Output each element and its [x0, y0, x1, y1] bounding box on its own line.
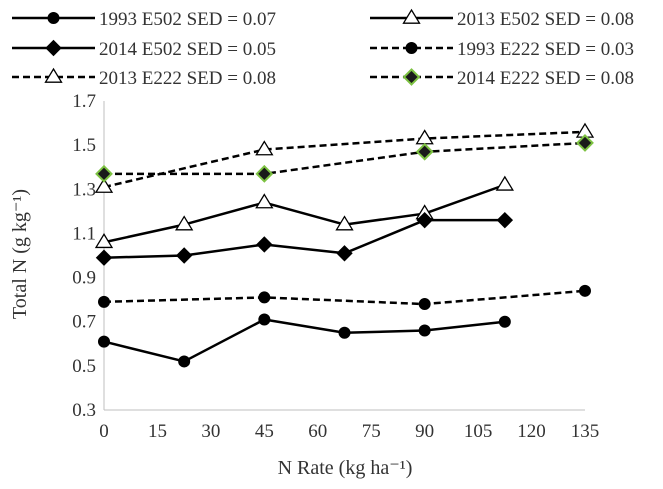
legend-label: 2013 E222 SED = 0.08 [99, 68, 276, 89]
data-point-series-1 [98, 335, 110, 348]
series-line-2 [103, 183, 506, 244]
x-tick-label: 105 [464, 421, 493, 442]
series-line-6 [104, 141, 586, 176]
plot-markers [94, 122, 595, 368]
y-tick-label: 0.9 [72, 268, 96, 289]
data-point-series-6 [415, 142, 434, 161]
plot-lines [103, 130, 586, 363]
legend-marker [44, 67, 63, 83]
legend-label: 2013 E502 SED = 0.08 [457, 9, 634, 30]
data-point-series-4 [258, 291, 271, 304]
y-tick-label: 1.7 [72, 91, 96, 112]
series-line-4 [103, 289, 586, 306]
data-point-series-5 [255, 140, 274, 156]
legend-marker [47, 12, 60, 24]
data-point-series-2 [495, 175, 514, 191]
y-tick-label: 1.1 [72, 223, 96, 244]
x-tick-label: 90 [415, 421, 434, 442]
data-point-series-6 [255, 164, 274, 183]
x-tick-label: 45 [255, 421, 274, 442]
x-axis-title: N Rate (kg ha⁻¹) [278, 457, 413, 479]
legend-label: 2014 E222 SED = 0.08 [457, 68, 634, 89]
y-tick-label: 1.5 [72, 135, 96, 156]
y-tick-label: 0.3 [72, 400, 96, 421]
legend-label: 1993 E222 SED = 0.03 [457, 39, 634, 60]
data-point-series-2 [94, 233, 114, 249]
legend-label: 2014 E502 SED = 0.05 [99, 39, 276, 60]
y-axis: 0.3 0.5 0.7 0.9 1.1 1.3 1.5 1.7 [72, 91, 105, 421]
legend-marker [405, 42, 418, 54]
data-point-series-5 [94, 177, 114, 193]
data-point-series-1 [338, 326, 351, 339]
data-point-series-3 [416, 211, 433, 229]
x-tick-label: 60 [308, 421, 327, 442]
legend-marker [402, 68, 421, 86]
y-axis-title: Total N (g kg⁻¹) [9, 189, 31, 319]
x-tick-label: 75 [362, 421, 381, 442]
x-tick-label: 30 [201, 421, 220, 442]
x-tick-label: 135 [571, 421, 600, 442]
data-point-series-1 [418, 324, 431, 337]
data-point-series-3 [95, 249, 113, 266]
data-point-series-1 [178, 355, 191, 368]
data-point-series-3 [336, 245, 353, 262]
data-point-series-6 [95, 164, 113, 183]
x-tick-label: 15 [148, 421, 167, 442]
series-line-3 [103, 218, 505, 259]
data-point-series-2 [255, 193, 274, 209]
data-point-series-3 [496, 211, 514, 229]
legend-label: 1993 E502 SED = 0.07 [99, 9, 276, 30]
data-point-series-3 [256, 236, 273, 253]
x-tick-label: 0 [99, 421, 109, 442]
data-point-series-2 [175, 215, 194, 231]
series-line-1 [103, 318, 505, 363]
y-tick-label: 1.3 [72, 179, 96, 200]
data-point-series-4 [418, 298, 431, 311]
data-point-series-1 [498, 315, 511, 328]
data-point-series-6 [576, 134, 594, 152]
x-axis: 0 15 30 45 60 75 90 105 120 135 [99, 409, 600, 442]
legend: 1993 E502 SED = 0.07 2013 E502 SED = 0.08… [12, 8, 634, 89]
y-tick-label: 0.5 [72, 356, 96, 377]
data-point-series-3 [175, 247, 193, 264]
data-point-series-1 [258, 313, 271, 326]
legend-marker [45, 39, 62, 57]
data-point-series-4 [98, 295, 110, 308]
data-point-series-4 [579, 284, 591, 297]
legend-marker [402, 8, 421, 24]
series-line-5 [103, 130, 586, 189]
data-point-series-2 [335, 215, 354, 231]
y-tick-label: 0.7 [72, 312, 96, 333]
x-tick-label: 120 [517, 421, 546, 442]
